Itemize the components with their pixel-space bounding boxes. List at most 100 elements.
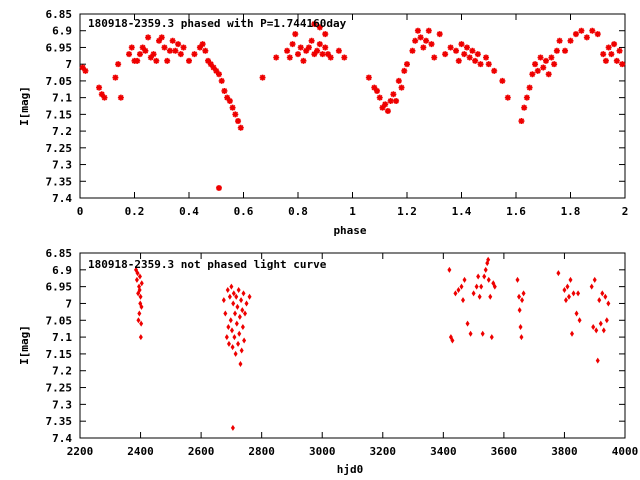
data-point — [395, 77, 402, 84]
data-point — [570, 330, 575, 337]
x-tick-label: 0.6 — [234, 205, 254, 218]
data-point — [553, 47, 560, 54]
x-axis-label: phase — [333, 224, 366, 237]
data-point — [520, 297, 525, 304]
data-point — [545, 71, 552, 78]
data-point — [234, 293, 239, 300]
data-point — [259, 74, 266, 81]
data-point — [96, 84, 103, 91]
data-point — [414, 27, 421, 34]
data-point — [196, 44, 203, 51]
data-point — [79, 64, 86, 71]
data-point — [150, 51, 157, 58]
data-point — [589, 27, 596, 34]
data-point — [169, 37, 176, 44]
data-point — [480, 330, 485, 337]
data-point — [477, 61, 484, 68]
x-tick-label: 0.4 — [179, 205, 199, 218]
data-point — [137, 310, 142, 317]
data-point — [583, 34, 590, 41]
data-point — [126, 51, 133, 58]
y-axis-ticks: 6.85 6.9 6.95 7 7.05 7.1 7.15 7.2 7.25 7.3 7.35 7.4 — [46, 247, 625, 445]
data-point — [215, 184, 222, 191]
data-point — [479, 283, 484, 290]
data-point — [138, 334, 143, 341]
data-point — [324, 51, 331, 58]
data-point — [134, 276, 139, 283]
x-axis-ticks: 0 0.2 0.4 0.6 0.8 1 1.2 1.4 1.6 1.8 2 — [77, 14, 629, 218]
data-point — [601, 327, 606, 334]
data-point — [390, 91, 397, 98]
data-point — [556, 270, 561, 277]
data-point — [202, 47, 209, 54]
x-tick-label: 1.2 — [397, 205, 417, 218]
data-point — [436, 31, 443, 38]
x-tick-label: 3000 — [309, 445, 336, 458]
data-point — [578, 27, 585, 34]
data-point — [218, 77, 225, 84]
x-tick-label: 2 — [622, 205, 629, 218]
data-point — [379, 104, 386, 111]
data-point — [145, 34, 152, 41]
data-point — [616, 47, 623, 54]
data-point — [489, 334, 494, 341]
data-point — [231, 290, 236, 297]
x-tick-label: 1 — [349, 205, 356, 218]
data-point — [311, 21, 318, 28]
data-point — [542, 57, 549, 64]
data-point — [474, 283, 479, 290]
data-point — [376, 94, 383, 101]
data-point — [236, 287, 241, 293]
data-point — [136, 317, 141, 324]
data-point — [215, 71, 222, 78]
data-point — [537, 54, 544, 61]
data-point — [226, 340, 231, 347]
data-point — [286, 54, 293, 61]
data-point — [226, 324, 231, 330]
data-point — [175, 41, 182, 48]
data-point — [563, 297, 568, 304]
data-point — [161, 44, 168, 51]
data-point — [476, 273, 481, 280]
data-point — [316, 41, 323, 48]
data-point — [466, 54, 473, 61]
data-point — [177, 51, 184, 58]
data-point — [191, 51, 198, 58]
data-point — [229, 104, 236, 111]
x-tick-label: 1.8 — [561, 205, 581, 218]
data-point — [229, 283, 234, 290]
data-point — [292, 31, 299, 38]
data-point — [551, 61, 558, 68]
data-point — [459, 283, 464, 290]
y-tick-label: 7.4 — [52, 192, 72, 205]
data-point — [523, 94, 530, 101]
data-point — [428, 41, 435, 48]
data-point — [233, 310, 238, 317]
data-point — [562, 287, 567, 293]
data-point — [297, 44, 304, 51]
data-point — [592, 276, 597, 283]
data-point — [319, 51, 326, 58]
data-point — [205, 57, 212, 64]
data-point — [486, 276, 491, 283]
data-point — [425, 27, 432, 34]
data-point — [240, 324, 245, 330]
data-point — [137, 287, 142, 293]
data-point — [491, 67, 498, 74]
data-point — [482, 273, 487, 280]
x-tick-label: 0.8 — [288, 205, 308, 218]
data-point — [577, 317, 582, 324]
data-point — [518, 118, 525, 125]
data-point — [611, 41, 618, 48]
data-point — [243, 310, 248, 317]
plot-frame — [79, 13, 626, 199]
data-point — [565, 283, 570, 290]
data-point — [230, 424, 235, 431]
data-point — [566, 293, 571, 300]
y-tick-label: 7.35 — [46, 175, 73, 188]
data-point — [471, 290, 476, 297]
data-point — [398, 84, 405, 91]
data-point — [477, 293, 482, 300]
data-points — [79, 21, 626, 191]
data-point — [504, 94, 511, 101]
